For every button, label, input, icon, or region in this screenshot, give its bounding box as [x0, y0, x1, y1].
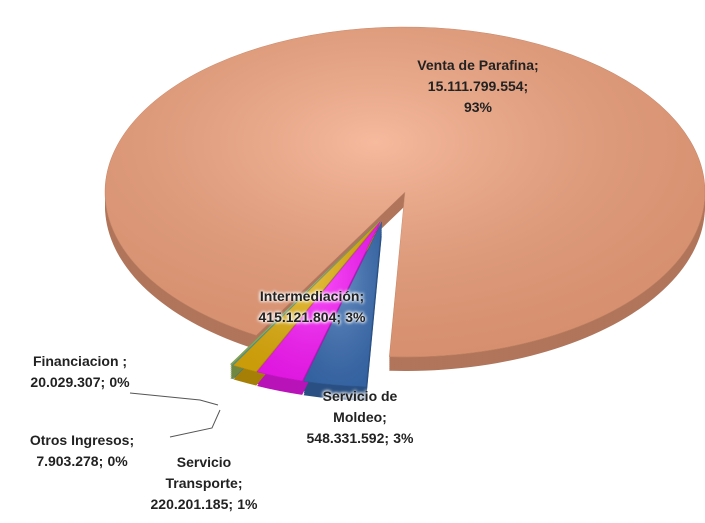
percent-label: 93% — [463, 99, 493, 115]
slice-shine — [257, 221, 381, 381]
value-label: 7.903.278; — [36, 453, 104, 469]
value-label: 220.201.185; — [150, 496, 234, 512]
data-label: Servicio de Moldeo; 548.331.592; 3% — [304, 386, 416, 449]
percent-label: 1% — [237, 496, 258, 512]
percent-label: 0% — [109, 374, 130, 390]
slice-shine — [105, 26, 705, 357]
category-label: Financiacion ; — [32, 353, 128, 369]
percent-label: 0% — [107, 453, 128, 469]
category-label: Servicio de Moldeo; — [322, 388, 398, 425]
data-label: Otros Ingresos; 7.903.278; 0% — [7, 430, 157, 472]
category-label: Servicio Transporte; — [165, 454, 243, 491]
slice-shine — [303, 221, 382, 387]
slice-shine — [233, 221, 380, 372]
value-label: 415.121.804; — [258, 309, 342, 325]
data-label: Financiacion ; 20.029.307; 0% — [5, 351, 155, 393]
leader-line — [169, 409, 221, 438]
category-label: Otros Ingresos; — [29, 432, 135, 448]
value-label: 20.029.307; — [30, 374, 106, 390]
category-label: Venta de Parafina; — [417, 57, 539, 73]
slice-shine — [230, 220, 380, 365]
leader-line — [129, 392, 219, 406]
value-label: 15.111.799.554; — [427, 78, 529, 94]
data-label: Servicio Transporte; 220.201.185; 1% — [149, 452, 259, 515]
data-label: Intermediación; 415.121.804; 3% — [242, 286, 382, 328]
percent-label: 3% — [345, 309, 366, 325]
data-label: Venta de Parafina; 15.111.799.554; 93% — [403, 55, 553, 118]
category-label: Intermediación; — [259, 288, 365, 304]
percent-label: 3% — [393, 430, 414, 446]
slice-shine — [232, 220, 380, 366]
value-label: 548.331.592; — [306, 430, 390, 446]
